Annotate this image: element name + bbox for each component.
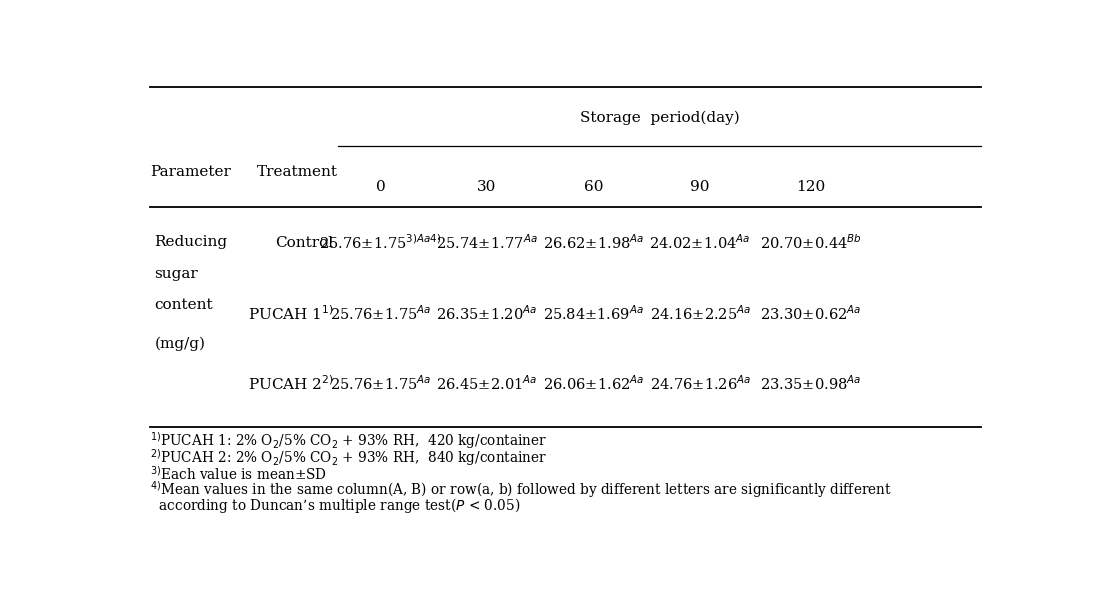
Text: 23.30±0.62$^{Aa}$: 23.30±0.62$^{Aa}$	[760, 304, 861, 323]
Text: content: content	[154, 299, 213, 312]
Text: (mg/g): (mg/g)	[154, 337, 206, 351]
Text: Control: Control	[275, 236, 333, 250]
Text: $^{2)}$PUCAH 2: 2% O$_2$/5% CO$_2$ + 93% RH,  840 kg/container: $^{2)}$PUCAH 2: 2% O$_2$/5% CO$_2$ + 93%…	[151, 446, 548, 468]
Text: Reducing: Reducing	[154, 235, 228, 249]
Text: 20.70±0.44$^{Bb}$: 20.70±0.44$^{Bb}$	[760, 234, 862, 252]
Text: Parameter: Parameter	[151, 164, 231, 178]
Text: 25.84±1.69$^{Aa}$: 25.84±1.69$^{Aa}$	[543, 304, 645, 323]
Text: Storage  period(day): Storage period(day)	[580, 111, 739, 125]
Text: 26.35±1.20$^{Aa}$: 26.35±1.20$^{Aa}$	[437, 304, 538, 323]
Text: 23.35±0.98$^{Aa}$: 23.35±0.98$^{Aa}$	[760, 374, 861, 393]
Text: 26.06±1.62$^{Aa}$: 26.06±1.62$^{Aa}$	[543, 374, 645, 393]
Text: 90: 90	[691, 180, 710, 194]
Text: 25.76±1.75$^{Aa}$: 25.76±1.75$^{Aa}$	[330, 374, 431, 393]
Text: sugar: sugar	[154, 267, 198, 280]
Text: 25.76±1.75$^{Aa}$: 25.76±1.75$^{Aa}$	[330, 304, 431, 323]
Text: Treatment: Treatment	[257, 164, 338, 178]
Text: 24.02±1.04$^{Aa}$: 24.02±1.04$^{Aa}$	[649, 234, 751, 252]
Text: 24.76±1.26$^{Aa}$: 24.76±1.26$^{Aa}$	[650, 374, 750, 393]
Text: 0: 0	[375, 180, 385, 194]
Text: 30: 30	[477, 180, 497, 194]
Text: 60: 60	[584, 180, 603, 194]
Text: $^{3)}$Each value is mean±SD: $^{3)}$Each value is mean±SD	[151, 465, 327, 482]
Text: $^{4)}$Mean values in the same column(A, B) or row(a, b) followed by different l: $^{4)}$Mean values in the same column(A,…	[151, 479, 892, 500]
Text: PUCAH 2$^{2)}$: PUCAH 2$^{2)}$	[248, 374, 333, 393]
Text: according to Duncan’s multiple range test($P$ < 0.05): according to Duncan’s multiple range tes…	[151, 496, 520, 515]
Text: PUCAH 1$^{1)}$: PUCAH 1$^{1)}$	[248, 304, 333, 323]
Text: $^{1)}$PUCAH 1: 2% O$_2$/5% CO$_2$ + 93% RH,  420 kg/container: $^{1)}$PUCAH 1: 2% O$_2$/5% CO$_2$ + 93%…	[151, 430, 548, 451]
Text: 26.62±1.98$^{Aa}$: 26.62±1.98$^{Aa}$	[543, 234, 645, 252]
Text: 120: 120	[796, 180, 826, 194]
Text: 25.74±1.77$^{Aa}$: 25.74±1.77$^{Aa}$	[437, 234, 538, 252]
Text: 25.76±1.75$^{3)Aa4)}$: 25.76±1.75$^{3)Aa4)}$	[319, 234, 441, 252]
Text: 24.16±2.25$^{Aa}$: 24.16±2.25$^{Aa}$	[650, 304, 750, 323]
Text: 26.45±2.01$^{Aa}$: 26.45±2.01$^{Aa}$	[437, 374, 538, 393]
